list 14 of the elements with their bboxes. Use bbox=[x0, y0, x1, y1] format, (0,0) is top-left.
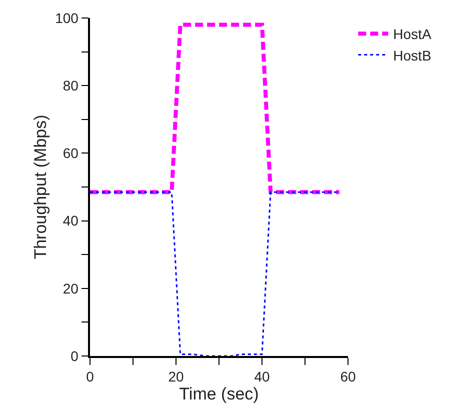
x-axis-title: Time (sec) bbox=[179, 384, 259, 404]
y-tick-label: 20 bbox=[62, 280, 79, 296]
legend-label: HostA bbox=[393, 26, 432, 42]
y-tick-label: 0 bbox=[70, 348, 79, 364]
y-tick-label: 80 bbox=[62, 78, 79, 94]
x-tick-label: 40 bbox=[254, 368, 270, 385]
legend-label: HostB bbox=[393, 47, 432, 64]
x-tick-label: 0 bbox=[86, 368, 94, 385]
y-tick-label: 60 bbox=[62, 145, 79, 162]
x-tick-label: 60 bbox=[340, 368, 356, 385]
y-tick-label: 40 bbox=[62, 212, 79, 229]
y-tick-label: 100 bbox=[55, 10, 79, 26]
x-tick-label: 20 bbox=[168, 368, 184, 385]
y-axis-title: Throughput (Mbps) bbox=[31, 114, 50, 260]
